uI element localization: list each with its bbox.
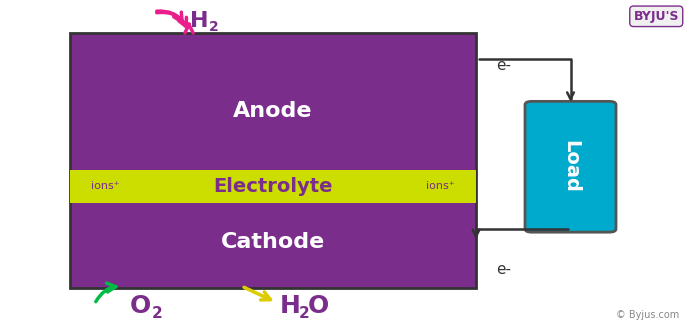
- Text: Load: Load: [561, 140, 580, 193]
- Text: O: O: [308, 294, 329, 318]
- FancyBboxPatch shape: [70, 170, 476, 203]
- Text: e-: e-: [496, 262, 512, 277]
- Text: e-: e-: [496, 58, 512, 73]
- Text: Cathode: Cathode: [221, 232, 325, 252]
- Text: ions⁺: ions⁺: [91, 181, 120, 191]
- FancyBboxPatch shape: [525, 101, 616, 232]
- Text: © Byjus.com: © Byjus.com: [616, 310, 679, 320]
- Text: ions⁺: ions⁺: [426, 181, 455, 191]
- Text: H: H: [280, 294, 301, 318]
- FancyBboxPatch shape: [70, 33, 476, 288]
- Text: Electrolyte: Electrolyte: [214, 177, 332, 196]
- Text: BYJU'S: BYJU'S: [634, 10, 679, 23]
- Text: 2: 2: [299, 306, 310, 321]
- Text: H: H: [190, 11, 209, 31]
- Text: 2: 2: [209, 20, 218, 34]
- Text: 2: 2: [152, 306, 163, 321]
- Text: O: O: [130, 294, 150, 318]
- Text: Anode: Anode: [233, 101, 313, 121]
